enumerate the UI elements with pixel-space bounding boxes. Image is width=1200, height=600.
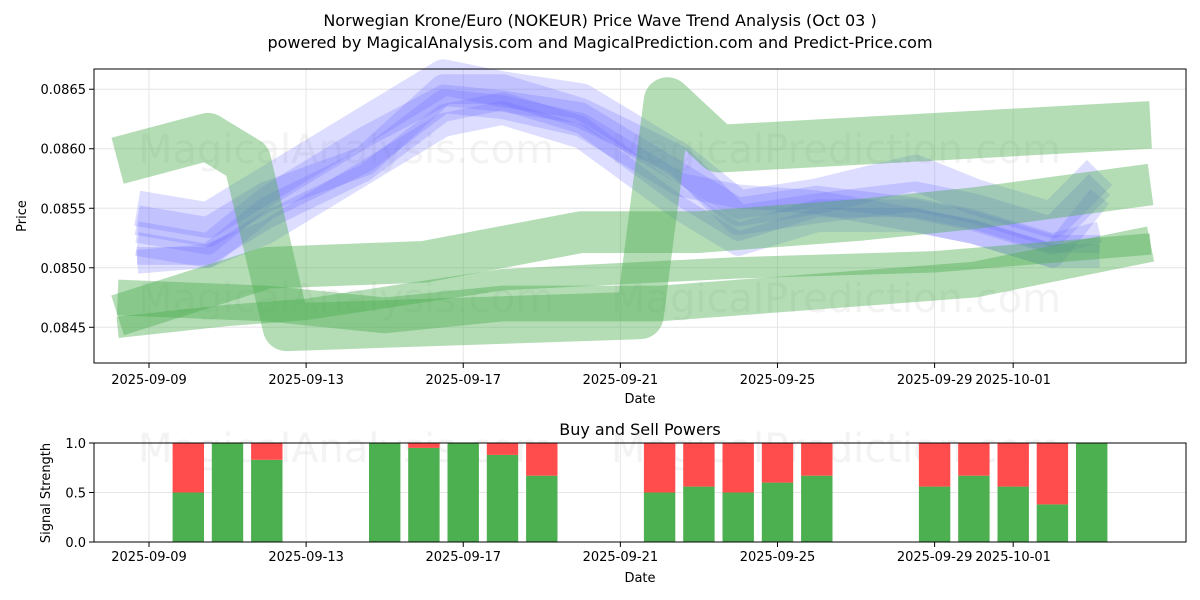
price-x-tick-label: 2025-09-25 [740, 373, 816, 388]
buy-power-bar [1036, 504, 1069, 542]
sell-power-bar [526, 443, 558, 476]
price-x-tick-label: 2025-10-01 [975, 373, 1051, 388]
price-series-wave-line [136, 101, 1100, 274]
buy-power-bar [447, 443, 479, 542]
sell-power-bar [408, 443, 440, 448]
sell-power-bar [958, 443, 990, 476]
buy-power-bar [643, 492, 676, 542]
watermark-text: MagicalAnalysis.com [138, 276, 554, 322]
power-bars [172, 443, 1108, 542]
price-series-wave-line [135, 84, 1103, 255]
sell-power-bar [172, 443, 204, 493]
price-series-wave-line [134, 74, 1111, 248]
price-series-trend-line [111, 77, 1152, 352]
price-grid [94, 69, 1186, 363]
watermark-text: MagicalAnalysis.com [138, 127, 554, 173]
price-plot-frame [93, 68, 1187, 364]
price-y-tick-label: 0.0850 [41, 262, 87, 277]
sell-power-bar [251, 443, 283, 460]
price-y-tick-label: 0.0860 [41, 143, 87, 158]
buy-power-bar [761, 482, 794, 542]
buy-power-bar [1076, 443, 1108, 542]
sell-power-bar [643, 443, 676, 493]
sell-power-bar [761, 443, 794, 483]
price-y-tick-label: 0.0855 [41, 202, 87, 217]
chart-subtitle: powered by MagicalAnalysis.com and Magic… [267, 33, 932, 52]
power-y-tick-label: 1.0 [65, 437, 86, 452]
price-x-tick-label: 2025-09-29 [897, 373, 973, 388]
price-y-tick-label: 0.0845 [41, 321, 87, 336]
watermark-text: MagicalPrediction.com [611, 127, 1061, 173]
price-x-tick-label: 2025-09-13 [268, 373, 344, 388]
price-x-ticks: 2025-09-09 2025-09-13 2025-09-17 2025-09-21… [111, 363, 1051, 388]
price-series-wave-line [135, 89, 1109, 268]
power-y-axis-label: Signal Strength [39, 443, 54, 543]
power-x-tick-label: 2025-09-21 [583, 550, 659, 565]
buy-power-bar [172, 492, 204, 542]
buy-power-bar [251, 459, 283, 542]
price-series-wave-line [134, 59, 1113, 239]
buy-power-bar [683, 486, 715, 542]
price-y-ticks: 0.0845 0.0850 0.0855 0.0860 0.0865 [41, 83, 94, 336]
sell-power-bar [722, 443, 754, 493]
price-watermarks: MagicalAnalysis.com MagicalPrediction.com… [138, 127, 1061, 322]
power-y-ticks: 0.0 0.5 1.0 [65, 437, 94, 551]
buy-power-bar [211, 443, 244, 542]
price-x-tick-label: 2025-09-09 [111, 373, 187, 388]
price-series-trend-line [116, 233, 1152, 338]
power-y-tick-label: 0.5 [65, 487, 86, 502]
power-panel: Buy and Sell Powers MagicalAnalysis.com M… [39, 420, 1187, 586]
price-y-axis-label: Price [15, 200, 30, 232]
sell-power-bar [683, 443, 715, 487]
buy-power-bar [918, 486, 951, 542]
sell-power-bar [1036, 443, 1069, 505]
watermark-text: MagicalPrediction.com [611, 426, 1061, 472]
buy-power-bar [801, 475, 833, 542]
buy-power-bar [408, 447, 440, 542]
power-x-tick-label: 2025-09-13 [268, 550, 344, 565]
power-x-axis-label: Date [624, 571, 655, 586]
power-x-ticks: 2025-09-09 2025-09-13 2025-09-17 2025-09-21… [111, 542, 1051, 565]
power-x-tick-label: 2025-09-25 [740, 550, 816, 565]
watermark-text: MagicalAnalysis.com [138, 426, 554, 472]
price-series-trend-line [111, 163, 1154, 336]
buy-power-bar [722, 492, 754, 542]
sell-power-bar [997, 443, 1029, 487]
price-x-tick-label: 2025-09-21 [583, 373, 659, 388]
sell-power-bar [801, 443, 833, 476]
chart-title: Norwegian Krone/Euro (NOKEUR) Price Wave… [323, 11, 876, 30]
power-x-tick-label: 2025-10-01 [975, 550, 1051, 565]
price-x-tick-label: 2025-09-17 [425, 373, 501, 388]
price-y-tick-label: 0.0865 [41, 83, 87, 98]
power-x-tick-label: 2025-09-09 [111, 550, 187, 565]
sell-power-bar [918, 443, 951, 487]
price-panel: MagicalAnalysis.com MagicalPrediction.com… [15, 59, 1187, 407]
watermark-text: MagicalPrediction.com [611, 276, 1061, 322]
price-x-axis-label: Date [624, 392, 655, 407]
sell-power-bar [486, 443, 519, 455]
price-series [111, 59, 1155, 352]
buy-power-bar [369, 443, 401, 542]
power-chart-title: Buy and Sell Powers [559, 420, 721, 439]
buy-power-bar [486, 454, 519, 542]
power-y-tick-label: 0.0 [65, 536, 86, 551]
buy-power-bar [997, 486, 1029, 542]
price-series-wave-line [137, 92, 1100, 265]
buy-power-bar [958, 475, 990, 542]
power-x-tick-label: 2025-09-17 [425, 550, 501, 565]
price-series-trend-line [116, 226, 1155, 334]
power-x-tick-label: 2025-09-29 [897, 550, 973, 565]
buy-power-bar [526, 475, 558, 542]
